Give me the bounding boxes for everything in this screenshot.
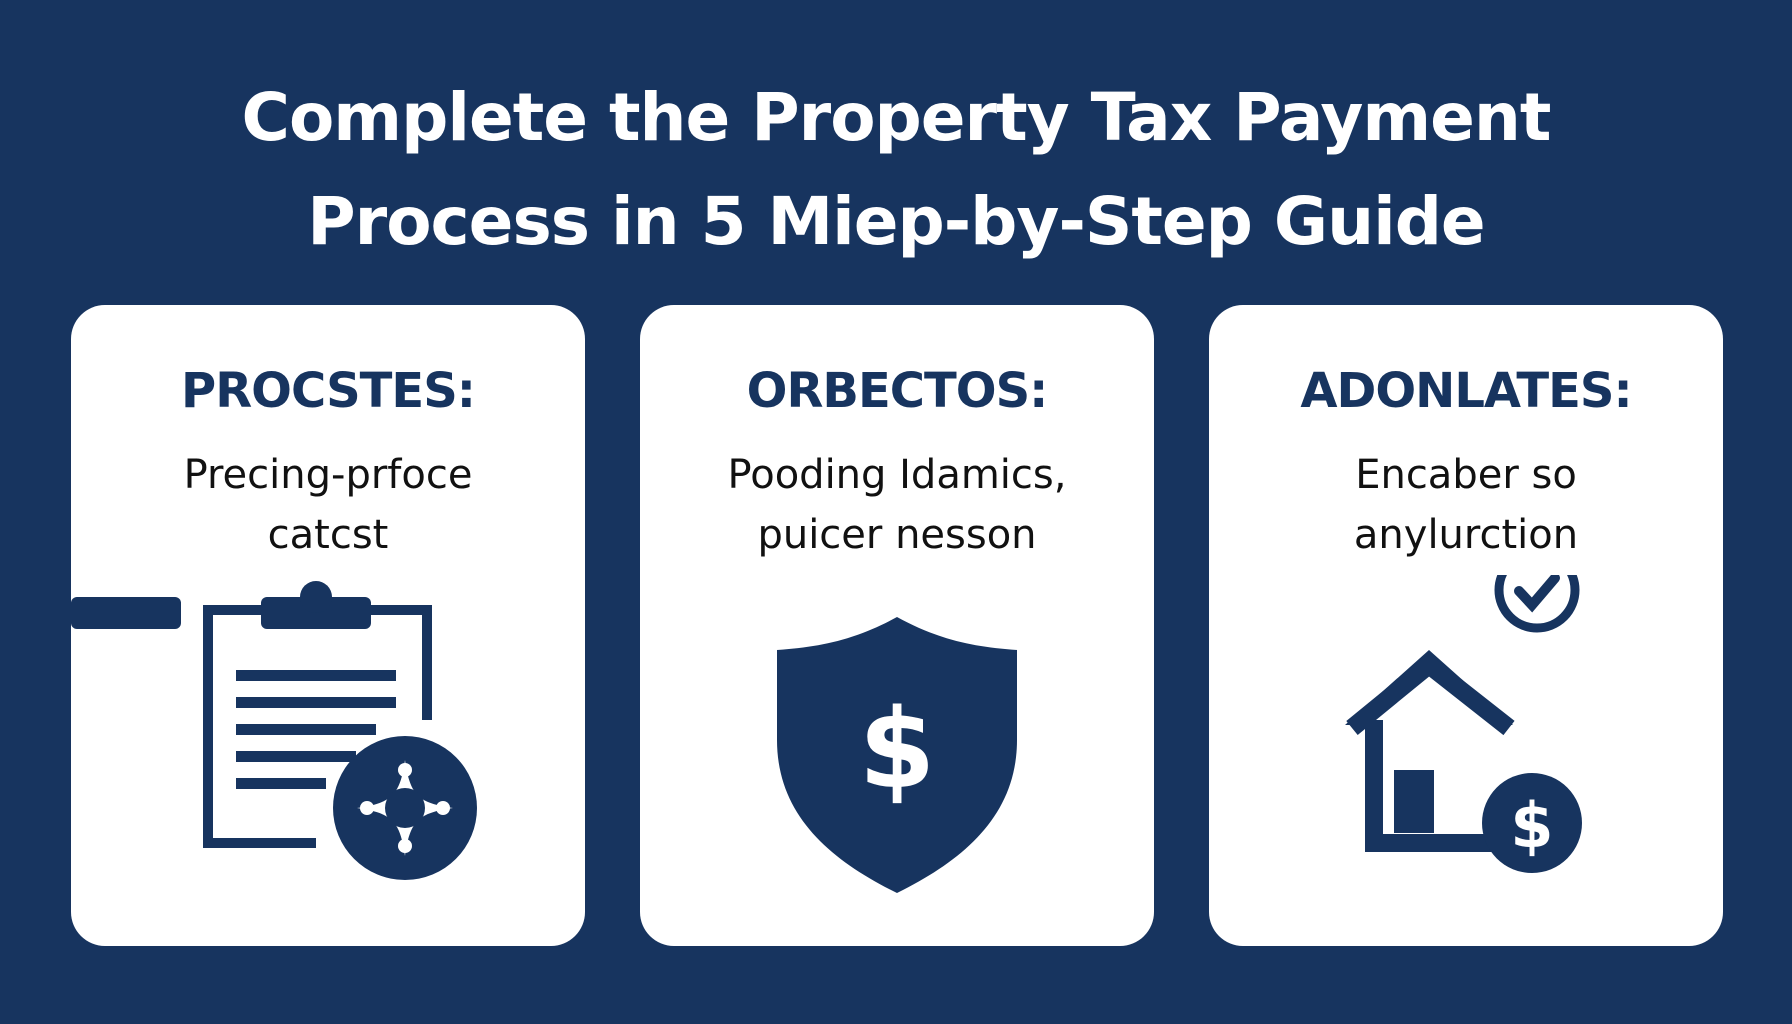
card-body-line: anylurction	[1353, 512, 1579, 558]
card-heading: ADONLATES:	[1300, 363, 1632, 419]
card-body-line: Pooding Idamics,	[727, 452, 1067, 498]
card-body-line: puicer nesson	[757, 512, 1037, 558]
title-line-1: Complete the Property Tax Payment	[241, 79, 1552, 156]
house-check-dollar-icon: $	[1345, 575, 1582, 873]
card-body-line: Encaber so	[1355, 452, 1577, 498]
clipboard-with-sparkle-icon	[71, 581, 477, 880]
page-title: Complete the Property Tax Payment Proces…	[0, 66, 1792, 274]
card-body-line: catcst	[267, 512, 389, 558]
card-adonlates: ADONLATES: Encaber so anylurction $	[1209, 305, 1723, 946]
card-body: Encaber so anylurction	[1209, 445, 1723, 565]
card-body-line: Precing-prfoce	[183, 452, 473, 498]
svg-text:$: $	[859, 685, 936, 813]
title-line-2: Process in 5 Miep-by-Step Guide	[307, 183, 1485, 260]
shield-dollar-icon: $	[777, 617, 1017, 893]
card-heading: ORBECTOS:	[746, 363, 1049, 419]
svg-text:$: $	[1510, 789, 1553, 862]
card-heading: PROCSTES:	[181, 363, 476, 419]
card-body: Pooding Idamics, puicer nesson	[640, 445, 1154, 565]
card-body: Precing-prfoce catcst	[71, 445, 585, 565]
card-orbectos: ORBECTOS: Pooding Idamics, puicer nesson…	[640, 305, 1154, 946]
card-procstes: PROCSTES: Precing-prfoce catcst	[71, 305, 585, 946]
